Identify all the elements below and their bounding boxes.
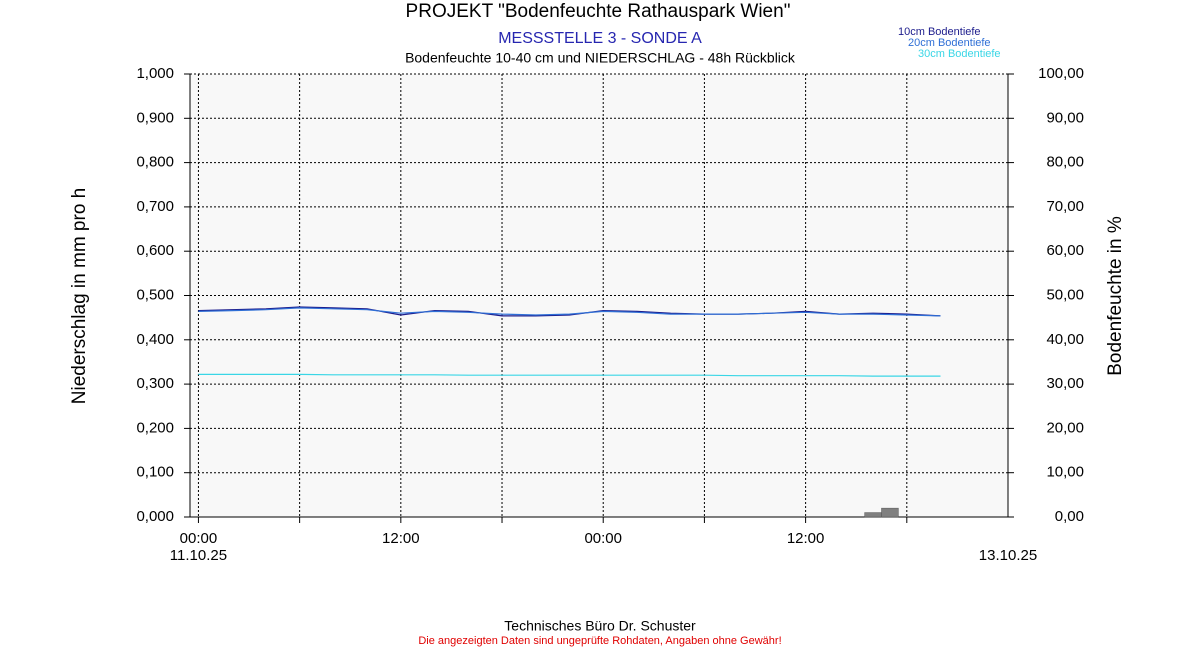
y2-tick-label: 50,00 xyxy=(1046,286,1084,303)
y2-axis-label: Bodenfeuchte in % xyxy=(1105,216,1126,376)
chart-subtitle: MESSSTELLE 3 - SONDE A xyxy=(498,30,702,47)
y-tick-label: 0,800 xyxy=(136,154,174,171)
x-tick-label: 12:00 xyxy=(382,530,420,547)
date-label: 11.10.25 xyxy=(170,547,227,564)
y2-tick-label: 80,00 xyxy=(1046,154,1084,171)
legend-entry: 10cm Bodentiefe xyxy=(898,26,981,38)
y2-tick-label: 100,00 xyxy=(1038,65,1084,82)
chart-description: Bodenfeuchte 10-40 cm und NIEDERSCHLAG -… xyxy=(405,50,796,66)
y2-tick-label: 40,00 xyxy=(1046,331,1084,348)
chart-title: PROJEKT "Bodenfeuchte Rathauspark Wien" xyxy=(406,1,791,22)
y-tick-label: 1,000 xyxy=(136,65,174,82)
rain-bar xyxy=(881,507,899,518)
y2-tick-label: 20,00 xyxy=(1046,419,1084,436)
y-tick-label: 0,000 xyxy=(136,508,174,525)
date-label: 13.10.25 xyxy=(979,547,1037,564)
legend-entry: 30cm Bodentiefe xyxy=(918,48,1001,60)
y-tick-label: 0,500 xyxy=(136,286,174,303)
y-tick-label: 0,300 xyxy=(136,375,174,392)
footer: Technisches Büro Dr. Schuster xyxy=(504,618,696,634)
y2-tick-label: 0,00 xyxy=(1055,508,1084,525)
series-line xyxy=(198,373,941,377)
disclaimer: Die angezeigten Daten sind ungeprüfte Ro… xyxy=(418,635,781,647)
legend-entry: 20cm Bodentiefe xyxy=(908,37,991,49)
y-tick-label: 0,100 xyxy=(136,464,174,481)
y-tick-label: 0,700 xyxy=(136,198,174,215)
y2-tick-label: 70,00 xyxy=(1046,198,1084,215)
y-tick-label: 0,900 xyxy=(136,109,174,126)
y-tick-label: 0,400 xyxy=(136,331,174,348)
x-tick-label: 00:00 xyxy=(584,530,622,547)
y2-tick-label: 60,00 xyxy=(1046,242,1084,259)
x-tick-label: 00:00 xyxy=(180,530,218,547)
y2-tick-label: 90,00 xyxy=(1046,109,1084,126)
series-line xyxy=(198,307,941,317)
y-tick-label: 0,200 xyxy=(136,419,174,436)
y2-tick-label: 30,00 xyxy=(1046,375,1084,392)
y-axis-label: Niederschlag in mm pro h xyxy=(69,188,90,404)
y2-tick-label: 10,00 xyxy=(1046,464,1084,481)
rain-bar xyxy=(864,512,882,518)
y-tick-label: 0,600 xyxy=(136,242,174,259)
x-tick-label: 12:00 xyxy=(787,530,825,547)
